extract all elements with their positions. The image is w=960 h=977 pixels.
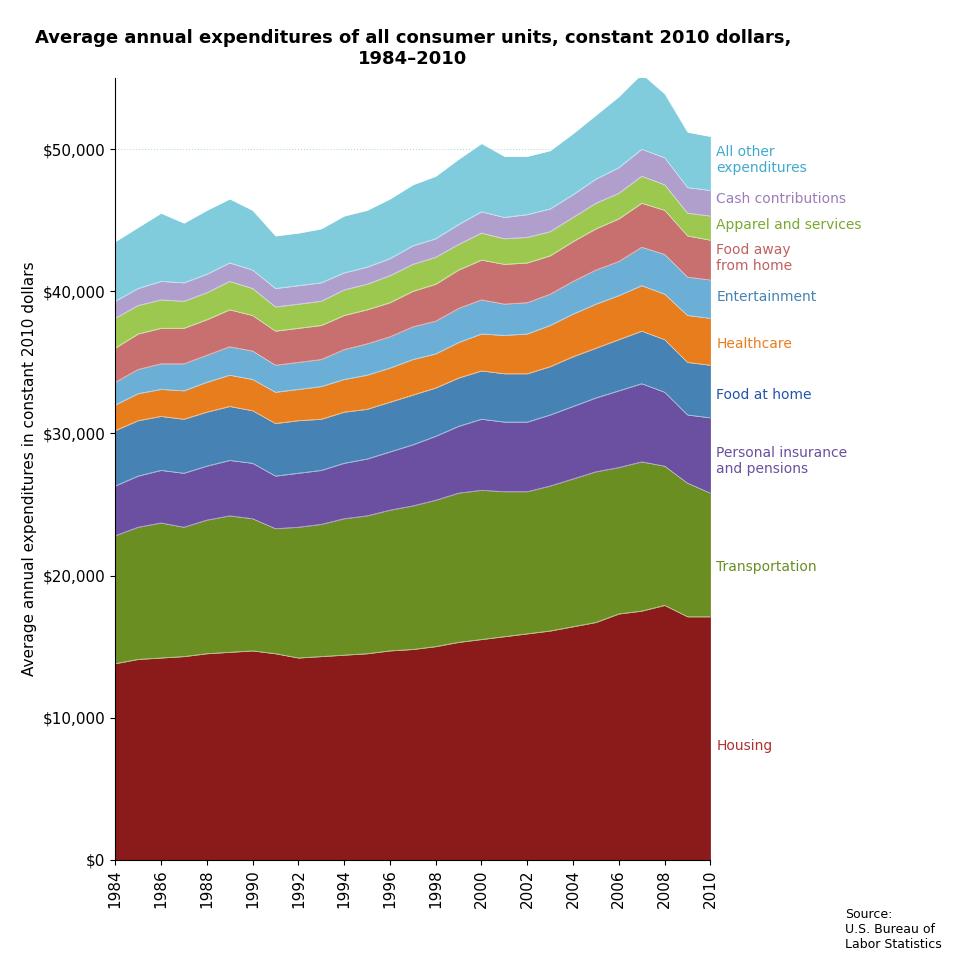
- Text: Personal insurance
and pensions: Personal insurance and pensions: [716, 446, 848, 476]
- Text: Entertainment: Entertainment: [716, 290, 817, 304]
- Text: Cash contributions: Cash contributions: [716, 192, 847, 206]
- Text: Apparel and services: Apparel and services: [716, 218, 862, 233]
- Y-axis label: Average annual expenditures in constant 2010 dollars: Average annual expenditures in constant …: [22, 262, 37, 676]
- Text: Food away
from home: Food away from home: [716, 243, 792, 273]
- Text: Food at home: Food at home: [716, 388, 812, 402]
- Text: Transportation: Transportation: [716, 560, 817, 573]
- Text: Housing: Housing: [716, 740, 773, 753]
- Title: Average annual expenditures of all consumer units, constant 2010 dollars,
1984–2: Average annual expenditures of all consu…: [35, 29, 791, 68]
- Text: All other
expenditures: All other expenditures: [716, 146, 807, 175]
- Text: Healthcare: Healthcare: [716, 337, 792, 351]
- Text: Source:
U.S. Bureau of
Labor Statistics: Source: U.S. Bureau of Labor Statistics: [845, 908, 942, 951]
